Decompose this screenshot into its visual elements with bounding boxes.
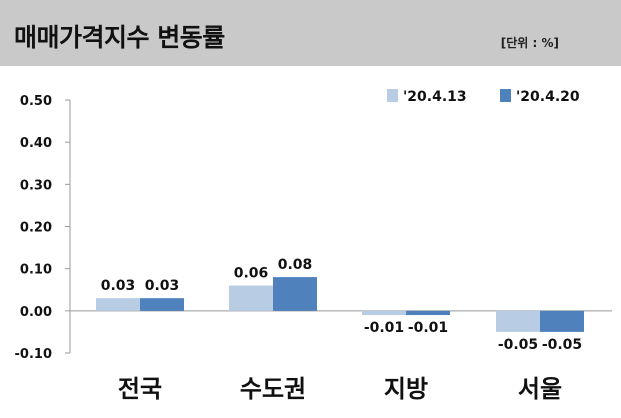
bar-2: [140, 298, 184, 311]
legend-label: '20.4.20: [516, 89, 580, 105]
bar-1: [362, 310, 406, 316]
category-label: 전국: [118, 375, 162, 403]
data-label: 0.03: [101, 278, 136, 294]
y-tick-label: 0.00: [20, 305, 52, 320]
y-tick-label: 0.30: [20, 178, 52, 193]
data-label: -0.05: [498, 337, 538, 353]
category-label: 수도권: [240, 375, 306, 403]
y-tick-label: 0.50: [20, 94, 52, 109]
bar-1: [96, 298, 140, 311]
data-label: 0.03: [145, 278, 180, 294]
legend-swatch: [387, 89, 398, 102]
data-label: -0.01: [408, 320, 448, 336]
bar-2: [406, 310, 450, 316]
legend-swatch: [500, 89, 511, 102]
data-label: -0.01: [364, 320, 404, 336]
bar-1: [229, 285, 273, 311]
y-tick-label: 0.20: [20, 221, 52, 236]
category-label: 서울: [518, 375, 562, 403]
data-label: 0.06: [234, 266, 269, 282]
y-tick-label: 0.40: [20, 136, 52, 151]
chart-title: 매매가격지수 변동률: [14, 23, 225, 52]
bar-2: [540, 310, 584, 332]
y-tick-label: 0.10: [20, 263, 52, 278]
unit-label: [단위 : %]: [500, 36, 559, 50]
y-tick-label: -0.10: [15, 347, 52, 362]
bar-1: [496, 310, 540, 332]
bar-2: [273, 277, 317, 311]
data-label: -0.05: [542, 337, 582, 353]
category-label: 지방: [384, 375, 428, 403]
data-label: 0.08: [278, 257, 313, 273]
chart-header: 매매가격지수 변동률 [단위 : %]: [0, 0, 621, 66]
legend-label: '20.4.13: [403, 89, 467, 105]
